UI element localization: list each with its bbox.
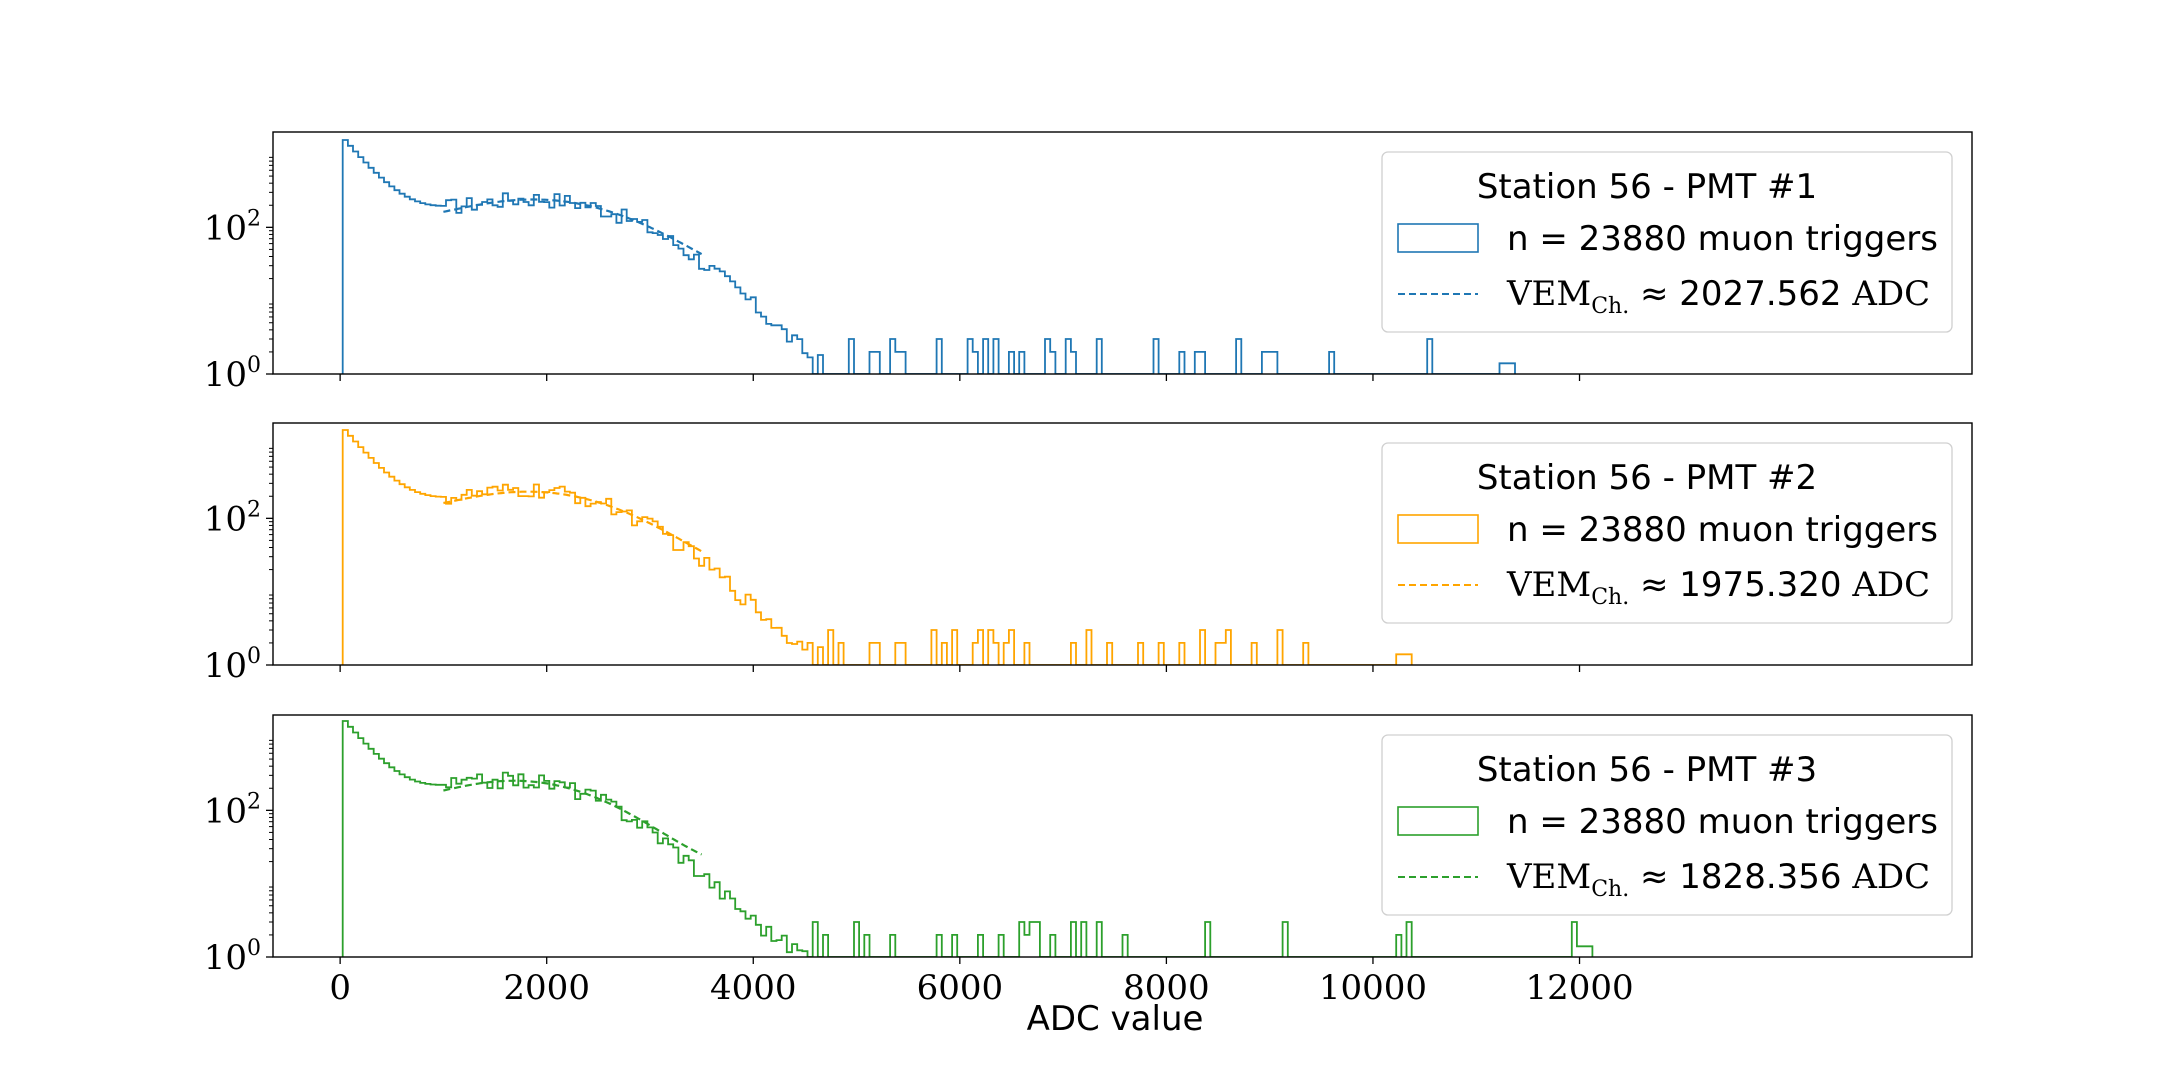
y-tick-label: 100 bbox=[204, 353, 261, 395]
x-axis-label: ADC value bbox=[1027, 999, 1204, 1039]
legend-hist-label: n = 23880 muon triggers bbox=[1507, 510, 1938, 550]
legend-title: Station 56 - PMT #1 bbox=[1477, 167, 1817, 207]
panel-frame-3 bbox=[272, 714, 1973, 958]
y-tick-label: 102 bbox=[204, 789, 261, 831]
y-tick-label: 100 bbox=[204, 936, 261, 978]
panel-2: 100 102 Station 56 - PMT #2 n = 23880 muon … bbox=[204, 422, 1973, 686]
histogram-series-1 bbox=[341, 139, 1516, 374]
y-tick-label: 102 bbox=[204, 206, 261, 248]
legend-fit-label: VEMCh. ≈ 2027.562 ADC bbox=[1506, 274, 1930, 319]
x-tick-label: 2000 bbox=[503, 968, 590, 1008]
legend-hist-swatch bbox=[1397, 806, 1479, 836]
panel-frame-2 bbox=[272, 422, 1973, 666]
legend-fit-label: VEMCh. ≈ 1828.356 ADC bbox=[1506, 857, 1930, 902]
panel-1: 100 102 Station 56 - PMT #1 n = 23880 muon … bbox=[204, 131, 1973, 395]
x-tick-label: 8000 bbox=[1123, 968, 1210, 1008]
legend-hist-swatch bbox=[1397, 514, 1479, 544]
y-tick-label: 102 bbox=[204, 497, 261, 539]
legend-3: Station 56 - PMT #3 n = 23880 muon trigge… bbox=[1381, 734, 1953, 916]
legend-hist-label: n = 23880 muon triggers bbox=[1507, 802, 1938, 842]
legend-fit-label: VEMCh. ≈ 1975.320 ADC bbox=[1506, 565, 1930, 610]
panels-group: 100 102 Station 56 - PMT #1 n = 23880 muon … bbox=[204, 131, 1973, 978]
legend-title: Station 56 - PMT #2 bbox=[1477, 458, 1817, 498]
fit-curve-1 bbox=[443, 198, 703, 256]
legend-hist-label: n = 23880 muon triggers bbox=[1507, 219, 1938, 259]
x-tick-label: 10000 bbox=[1319, 968, 1427, 1008]
panel-3: 100 102 Station 56 - PMT #3 n = 23880 muon … bbox=[204, 714, 1973, 978]
fit-curve-2 bbox=[443, 490, 703, 553]
x-tick-label: 6000 bbox=[917, 968, 1004, 1008]
legend-2: Station 56 - PMT #2 n = 23880 muon trigge… bbox=[1381, 442, 1953, 624]
histogram-series-3 bbox=[341, 720, 1594, 957]
legend-hist-swatch bbox=[1397, 223, 1479, 253]
histogram-series-2 bbox=[341, 429, 1413, 665]
x-tick-label: 12000 bbox=[1525, 968, 1633, 1008]
panel-frame-1 bbox=[272, 131, 1973, 375]
fit-curve-3 bbox=[443, 779, 703, 856]
legend-box bbox=[1381, 442, 1953, 624]
legend-box bbox=[1381, 151, 1953, 333]
x-tick-label: 4000 bbox=[710, 968, 797, 1008]
legend-title: Station 56 - PMT #3 bbox=[1477, 750, 1817, 790]
x-tick-label: 0 bbox=[329, 968, 351, 1008]
y-tick-label: 100 bbox=[204, 644, 261, 686]
legend-1: Station 56 - PMT #1 n = 23880 muon trigge… bbox=[1381, 151, 1953, 333]
x-axis: 0 2000 4000 6000 8000 10000 12000 bbox=[329, 968, 1633, 1008]
legend-box bbox=[1381, 734, 1953, 916]
